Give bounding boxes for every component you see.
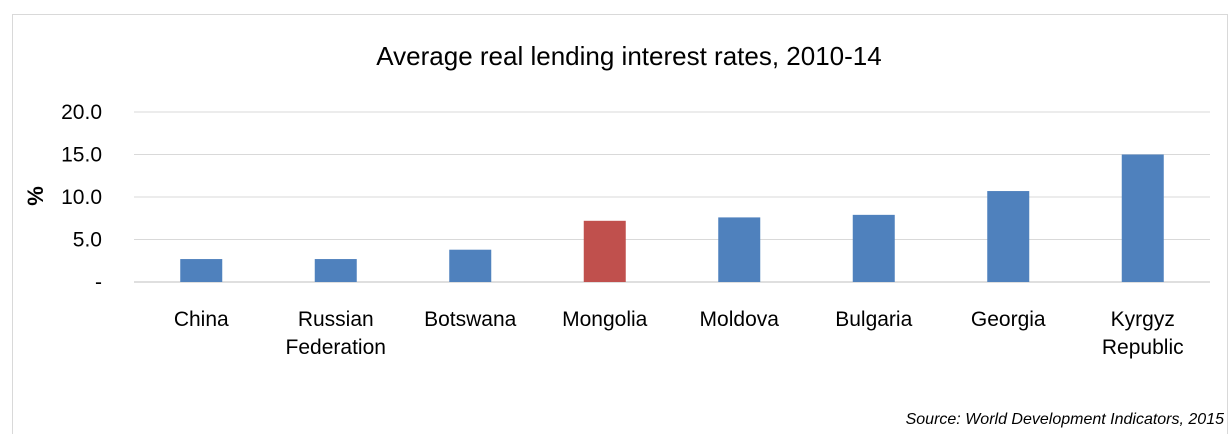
bar-china <box>180 259 223 282</box>
category-label-line: Russian <box>298 308 374 331</box>
bar-botswana <box>449 249 492 282</box>
y-axis-label: % <box>23 186 48 206</box>
category-label-line: Moldova <box>700 308 780 331</box>
source-note: Source: World Development Indicators, 20… <box>906 411 1224 428</box>
y-tick-labels: - 5.0 10.0 15.0 20.0 <box>61 101 102 294</box>
category-label: Kyrgyz Republic <box>1102 308 1184 359</box>
category-label-line: Botswana <box>424 308 517 331</box>
category-label: Botswana <box>424 308 517 331</box>
bar-moldova <box>718 217 761 282</box>
category-label: Georgia <box>971 308 1046 331</box>
bars <box>180 154 1164 282</box>
category-label-line: China <box>174 308 229 331</box>
category-label-line: Mongolia <box>562 308 648 331</box>
bar-bulgaria <box>852 214 895 282</box>
category-label: Mongolia <box>562 308 648 331</box>
y-tick-label: 20.0 <box>61 101 102 124</box>
category-label: Moldova <box>700 308 780 331</box>
bar-georgia <box>987 191 1030 282</box>
category-labels: China Russian Federation Botswana Mongolia Mo… <box>174 308 1184 359</box>
category-label-line: Republic <box>1102 336 1184 359</box>
bar-kyrgyz-republic <box>1121 154 1164 282</box>
category-label: Russian Federation <box>286 308 386 359</box>
bar-mongolia <box>583 220 626 282</box>
y-tick-label: - <box>95 271 102 294</box>
y-tick-label: 15.0 <box>61 144 102 167</box>
category-label-line: Georgia <box>971 308 1046 331</box>
y-tick-label: 5.0 <box>73 229 102 252</box>
category-label-line: Federation <box>286 336 386 359</box>
chart-frame <box>12 14 1228 434</box>
gridlines <box>134 111 1210 283</box>
category-label-line: Kyrgyz <box>1111 308 1175 331</box>
category-label: Bulgaria <box>835 308 912 331</box>
bar-russian-federation <box>314 259 357 282</box>
category-label: China <box>174 308 229 331</box>
y-tick-label: 10.0 <box>61 186 102 209</box>
chart-title: Average real lending interest rates, 201… <box>376 41 881 71</box>
category-label-line: Bulgaria <box>835 308 912 331</box>
